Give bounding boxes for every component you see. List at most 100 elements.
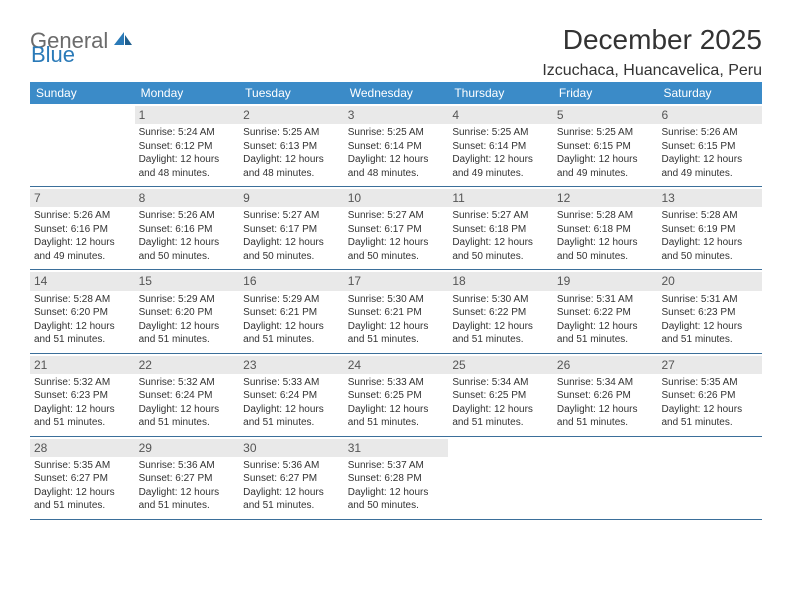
day-info-line: Sunrise: 5:29 AM bbox=[139, 293, 236, 307]
day-cell: 20Sunrise: 5:31 AMSunset: 6:23 PMDayligh… bbox=[657, 270, 762, 352]
day-number: 6 bbox=[657, 106, 762, 124]
day-info-line: Sunset: 6:21 PM bbox=[243, 306, 340, 320]
day-info-line: Daylight: 12 hours and 51 minutes. bbox=[557, 403, 654, 430]
day-cell: 31Sunrise: 5:37 AMSunset: 6:28 PMDayligh… bbox=[344, 437, 449, 519]
day-cell: 1Sunrise: 5:24 AMSunset: 6:12 PMDaylight… bbox=[135, 104, 240, 186]
day-info-line: Sunrise: 5:25 AM bbox=[348, 126, 445, 140]
day-number: 29 bbox=[135, 439, 240, 457]
day-info-line: Sunrise: 5:25 AM bbox=[452, 126, 549, 140]
day-info-line: Sunset: 6:25 PM bbox=[452, 389, 549, 403]
week-row: 28Sunrise: 5:35 AMSunset: 6:27 PMDayligh… bbox=[30, 437, 762, 520]
day-number: 23 bbox=[239, 356, 344, 374]
day-cell: 19Sunrise: 5:31 AMSunset: 6:22 PMDayligh… bbox=[553, 270, 658, 352]
day-info-line: Daylight: 12 hours and 51 minutes. bbox=[243, 403, 340, 430]
day-info-line: Sunrise: 5:32 AM bbox=[139, 376, 236, 390]
day-info-line: Sunrise: 5:34 AM bbox=[452, 376, 549, 390]
day-number: 16 bbox=[239, 272, 344, 290]
day-info-line: Daylight: 12 hours and 51 minutes. bbox=[661, 320, 758, 347]
day-cell: 27Sunrise: 5:35 AMSunset: 6:26 PMDayligh… bbox=[657, 354, 762, 436]
day-info-line: Daylight: 12 hours and 50 minutes. bbox=[661, 236, 758, 263]
day-cell: 17Sunrise: 5:30 AMSunset: 6:21 PMDayligh… bbox=[344, 270, 449, 352]
day-info-line: Sunrise: 5:37 AM bbox=[348, 459, 445, 473]
day-number: 1 bbox=[135, 106, 240, 124]
day-info-line: Daylight: 12 hours and 51 minutes. bbox=[243, 320, 340, 347]
day-cell bbox=[553, 437, 658, 519]
day-info-line: Sunrise: 5:32 AM bbox=[34, 376, 131, 390]
day-cell bbox=[448, 437, 553, 519]
week-row: 21Sunrise: 5:32 AMSunset: 6:23 PMDayligh… bbox=[30, 354, 762, 437]
day-number: 22 bbox=[135, 356, 240, 374]
day-number: 4 bbox=[448, 106, 553, 124]
weekday-header: Monday bbox=[135, 82, 240, 104]
day-cell: 21Sunrise: 5:32 AMSunset: 6:23 PMDayligh… bbox=[30, 354, 135, 436]
day-cell: 25Sunrise: 5:34 AMSunset: 6:25 PMDayligh… bbox=[448, 354, 553, 436]
day-cell: 2Sunrise: 5:25 AMSunset: 6:13 PMDaylight… bbox=[239, 104, 344, 186]
day-info-line: Sunset: 6:16 PM bbox=[139, 223, 236, 237]
day-cell: 5Sunrise: 5:25 AMSunset: 6:15 PMDaylight… bbox=[553, 104, 658, 186]
day-info-line: Sunrise: 5:35 AM bbox=[661, 376, 758, 390]
day-info-line: Sunrise: 5:25 AM bbox=[557, 126, 654, 140]
day-info-line: Daylight: 12 hours and 50 minutes. bbox=[557, 236, 654, 263]
day-info-line: Sunset: 6:14 PM bbox=[452, 140, 549, 154]
day-number: 8 bbox=[135, 189, 240, 207]
day-info-line: Sunrise: 5:28 AM bbox=[661, 209, 758, 223]
weekday-header: Thursday bbox=[448, 82, 553, 104]
day-number: 20 bbox=[657, 272, 762, 290]
location-text: Izcuchaca, Huancavelica, Peru bbox=[542, 62, 762, 80]
day-info-line: Daylight: 12 hours and 48 minutes. bbox=[243, 153, 340, 180]
day-number: 5 bbox=[553, 106, 658, 124]
day-info-line: Sunset: 6:26 PM bbox=[557, 389, 654, 403]
day-info-line: Sunrise: 5:24 AM bbox=[139, 126, 236, 140]
day-info-line: Daylight: 12 hours and 50 minutes. bbox=[348, 236, 445, 263]
day-cell: 7Sunrise: 5:26 AMSunset: 6:16 PMDaylight… bbox=[30, 187, 135, 269]
day-info-line: Daylight: 12 hours and 51 minutes. bbox=[557, 320, 654, 347]
day-info-line: Sunrise: 5:31 AM bbox=[557, 293, 654, 307]
day-info-line: Daylight: 12 hours and 50 minutes. bbox=[243, 236, 340, 263]
day-number: 21 bbox=[30, 356, 135, 374]
day-info-line: Sunset: 6:24 PM bbox=[139, 389, 236, 403]
day-number: 2 bbox=[239, 106, 344, 124]
day-number: 12 bbox=[553, 189, 658, 207]
day-number: 14 bbox=[30, 272, 135, 290]
brand-text-blue: Blue bbox=[31, 42, 75, 67]
day-cell: 3Sunrise: 5:25 AMSunset: 6:14 PMDaylight… bbox=[344, 104, 449, 186]
day-cell: 18Sunrise: 5:30 AMSunset: 6:22 PMDayligh… bbox=[448, 270, 553, 352]
day-number: 17 bbox=[344, 272, 449, 290]
day-cell: 15Sunrise: 5:29 AMSunset: 6:20 PMDayligh… bbox=[135, 270, 240, 352]
day-info-line: Sunset: 6:20 PM bbox=[139, 306, 236, 320]
day-info-line: Sunset: 6:15 PM bbox=[661, 140, 758, 154]
day-info-line: Daylight: 12 hours and 50 minutes. bbox=[452, 236, 549, 263]
day-cell: 23Sunrise: 5:33 AMSunset: 6:24 PMDayligh… bbox=[239, 354, 344, 436]
day-info-line: Daylight: 12 hours and 51 minutes. bbox=[34, 403, 131, 430]
day-info-line: Daylight: 12 hours and 49 minutes. bbox=[34, 236, 131, 263]
day-number: 27 bbox=[657, 356, 762, 374]
day-info-line: Sunset: 6:23 PM bbox=[661, 306, 758, 320]
day-cell: 8Sunrise: 5:26 AMSunset: 6:16 PMDaylight… bbox=[135, 187, 240, 269]
day-info-line: Sunrise: 5:28 AM bbox=[557, 209, 654, 223]
day-info-line: Daylight: 12 hours and 51 minutes. bbox=[139, 320, 236, 347]
week-row: 7Sunrise: 5:26 AMSunset: 6:16 PMDaylight… bbox=[30, 187, 762, 270]
day-cell: 6Sunrise: 5:26 AMSunset: 6:15 PMDaylight… bbox=[657, 104, 762, 186]
day-info-line: Sunrise: 5:26 AM bbox=[661, 126, 758, 140]
day-info-line: Sunset: 6:18 PM bbox=[452, 223, 549, 237]
weekday-header: Wednesday bbox=[344, 82, 449, 104]
weeks-container: 1Sunrise: 5:24 AMSunset: 6:12 PMDaylight… bbox=[30, 104, 762, 520]
day-info-line: Sunrise: 5:26 AM bbox=[139, 209, 236, 223]
day-number: 24 bbox=[344, 356, 449, 374]
day-info-line: Sunset: 6:17 PM bbox=[348, 223, 445, 237]
day-info-line: Sunrise: 5:34 AM bbox=[557, 376, 654, 390]
day-cell: 30Sunrise: 5:36 AMSunset: 6:27 PMDayligh… bbox=[239, 437, 344, 519]
day-info-line: Sunset: 6:19 PM bbox=[661, 223, 758, 237]
day-info-line: Sunset: 6:25 PM bbox=[348, 389, 445, 403]
day-info-line: Daylight: 12 hours and 51 minutes. bbox=[452, 403, 549, 430]
day-info-line: Sunset: 6:18 PM bbox=[557, 223, 654, 237]
day-number: 28 bbox=[30, 439, 135, 457]
day-info-line: Sunrise: 5:29 AM bbox=[243, 293, 340, 307]
day-info-line: Sunset: 6:24 PM bbox=[243, 389, 340, 403]
day-cell: 13Sunrise: 5:28 AMSunset: 6:19 PMDayligh… bbox=[657, 187, 762, 269]
day-cell: 26Sunrise: 5:34 AMSunset: 6:26 PMDayligh… bbox=[553, 354, 658, 436]
day-number: 18 bbox=[448, 272, 553, 290]
weekday-header: Friday bbox=[553, 82, 658, 104]
day-info-line: Sunset: 6:17 PM bbox=[243, 223, 340, 237]
day-info-line: Sunset: 6:14 PM bbox=[348, 140, 445, 154]
